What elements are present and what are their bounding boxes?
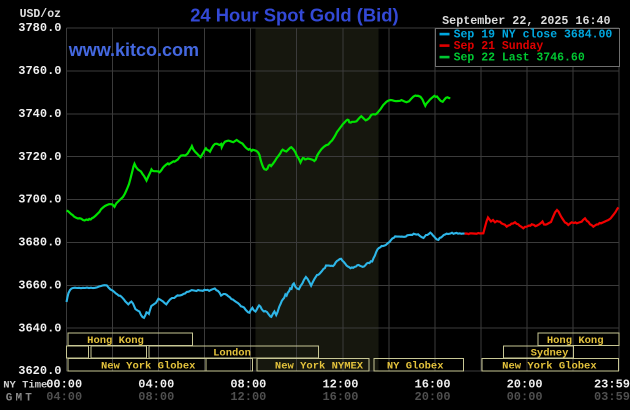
svg-text:08:00: 08:00: [230, 378, 266, 392]
svg-text:Hong Kong: Hong Kong: [87, 335, 144, 347]
svg-text:3620.0: 3620.0: [18, 364, 61, 378]
svg-text:USD/oz: USD/oz: [20, 8, 62, 21]
svg-text:New York Globex: New York Globex: [502, 361, 597, 373]
svg-text:24 Hour Spot Gold (Bid): 24 Hour Spot Gold (Bid): [190, 5, 398, 26]
svg-text:04:00: 04:00: [138, 378, 174, 392]
svg-text:00:00: 00:00: [46, 378, 82, 392]
svg-text:Sep 21 Sunday: Sep 21 Sunday: [454, 40, 544, 53]
svg-text:NY Time: NY Time: [3, 379, 47, 391]
svg-text:03:59: 03:59: [594, 390, 630, 404]
svg-text:3660.0: 3660.0: [18, 278, 61, 292]
svg-text:3740.0: 3740.0: [18, 107, 61, 121]
svg-text:Sep 22 Last 3746.60: Sep 22 Last 3746.60: [454, 52, 585, 65]
svg-text:16:00: 16:00: [322, 390, 358, 404]
svg-text:08:00: 08:00: [138, 390, 174, 404]
svg-text:16:00: 16:00: [415, 378, 451, 392]
svg-text:20:00: 20:00: [507, 378, 543, 392]
svg-text:Sydney: Sydney: [531, 348, 570, 360]
svg-text:3700.0: 3700.0: [18, 193, 61, 207]
svg-text:September 22, 2025 16:40: September 22, 2025 16:40: [442, 14, 610, 28]
svg-text:3760.0: 3760.0: [18, 64, 61, 78]
svg-text:00:00: 00:00: [507, 390, 543, 404]
svg-text:3720.0: 3720.0: [18, 150, 61, 164]
svg-text:GMT: GMT: [6, 392, 35, 404]
svg-text:London: London: [213, 348, 251, 360]
svg-text:Sep 19 NY close 3684.00: Sep 19 NY close 3684.00: [454, 29, 613, 42]
svg-text:New York NYMEX: New York NYMEX: [275, 361, 364, 373]
svg-text:20:00: 20:00: [415, 390, 451, 404]
svg-text:12:00: 12:00: [322, 378, 358, 392]
svg-text:12:00: 12:00: [230, 390, 266, 404]
svg-text:04:00: 04:00: [46, 390, 82, 404]
svg-text:New York Globex: New York Globex: [101, 361, 196, 373]
svg-text:NY Globex: NY Globex: [387, 361, 444, 373]
svg-text:Hong Kong: Hong Kong: [547, 335, 604, 347]
svg-text:3780.0: 3780.0: [18, 21, 61, 35]
svg-text:3640.0: 3640.0: [18, 321, 61, 335]
svg-text:23:59: 23:59: [594, 378, 630, 392]
svg-text:3680.0: 3680.0: [18, 236, 61, 250]
svg-text:www.kitco.com: www.kitco.com: [68, 40, 199, 60]
